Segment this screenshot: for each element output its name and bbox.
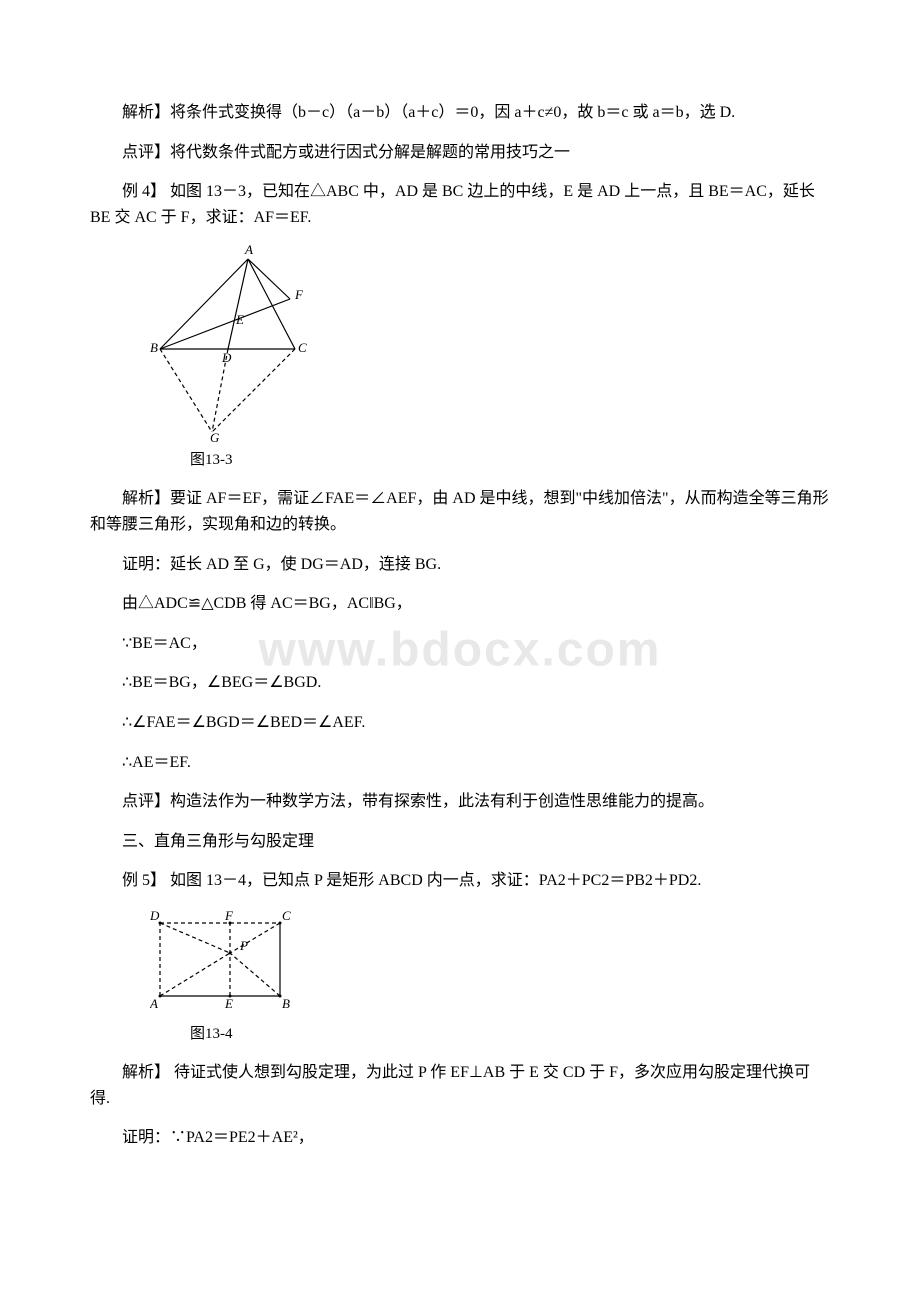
paragraph-proof-1: 证明：延长 AD 至 G，使 DG＝AD，连接 BG. bbox=[90, 552, 830, 578]
paragraph-proof-7: 证明：∵PA2＝PE2＋AE²， bbox=[90, 1125, 830, 1151]
document-content: 解析】将条件式变换得（b－c）（a－b）（a＋c）＝0，因 a＋c≠0，故 b＝… bbox=[90, 100, 830, 1151]
svg-text:E: E bbox=[235, 312, 244, 327]
paragraph-proof-2: 由△ADC≌△CDB 得 AC＝BG，AC‖BG， bbox=[90, 591, 830, 617]
svg-text:D: D bbox=[221, 350, 232, 365]
svg-text:C: C bbox=[282, 908, 291, 923]
paragraph-comment-1: 点评】将代数条件式配方或进行因式分解是解题的常用技巧之一 bbox=[90, 140, 830, 166]
figure-13-4-svg: A B C D E FP bbox=[150, 908, 310, 1018]
svg-text:P: P bbox=[239, 938, 248, 953]
paragraph-example-4: 例 4】 如图 13－3，已知在△ABC 中，AD 是 BC 边上的中线，E 是… bbox=[90, 179, 830, 230]
svg-text:G: G bbox=[210, 430, 220, 444]
section-heading-3: 三、直角三角形与勾股定理 bbox=[90, 829, 830, 855]
svg-text:A: A bbox=[150, 996, 158, 1011]
svg-text:E: E bbox=[224, 996, 233, 1011]
figure-13-4-container: A B C D E FP 图13-4 bbox=[90, 908, 830, 1046]
figure-13-4-caption: 图13-4 bbox=[150, 1022, 830, 1046]
svg-text:F: F bbox=[294, 287, 304, 302]
paragraph-proof-3: ∵BE＝AC， bbox=[90, 631, 830, 657]
figure-13-3-caption: 图13-3 bbox=[150, 448, 830, 472]
figure-13-3-container: A B C D E F G 图13-3 bbox=[90, 244, 830, 472]
paragraph-proof-6: ∴AE＝EF. bbox=[90, 750, 830, 776]
svg-text:B: B bbox=[282, 996, 290, 1011]
paragraph-analysis-3: 解析】 待证式使人想到勾股定理，为此过 P 作 EF⊥AB 于 E 交 CD 于… bbox=[90, 1060, 830, 1111]
paragraph-proof-5: ∴∠FAE＝∠BGD＝∠BED＝∠AEF. bbox=[90, 710, 830, 736]
paragraph-analysis-1: 解析】将条件式变换得（b－c）（a－b）（a＋c）＝0，因 a＋c≠0，故 b＝… bbox=[90, 100, 830, 126]
paragraph-proof-4: ∴BE＝BG，∠BEG＝∠BGD. bbox=[90, 670, 830, 696]
paragraph-example-5: 例 5】 如图 13－4，已知点 P 是矩形 ABCD 内一点，求证：PA2＋P… bbox=[90, 868, 830, 894]
svg-text:A: A bbox=[244, 244, 253, 257]
svg-text:C: C bbox=[298, 340, 307, 355]
figure-13-3-svg: A B C D E F G bbox=[150, 244, 330, 444]
svg-text:F: F bbox=[224, 908, 234, 923]
svg-text:D: D bbox=[150, 908, 160, 923]
paragraph-analysis-2: 解析】要证 AF＝EF，需证∠FAE＝∠AEF，由 AD 是中线，想到"中线加倍… bbox=[90, 486, 830, 537]
paragraph-comment-2: 点评】构造法作为一种数学方法，带有探索性，此法有利于创造性思维能力的提高。 bbox=[90, 789, 830, 815]
svg-text:B: B bbox=[150, 340, 158, 355]
